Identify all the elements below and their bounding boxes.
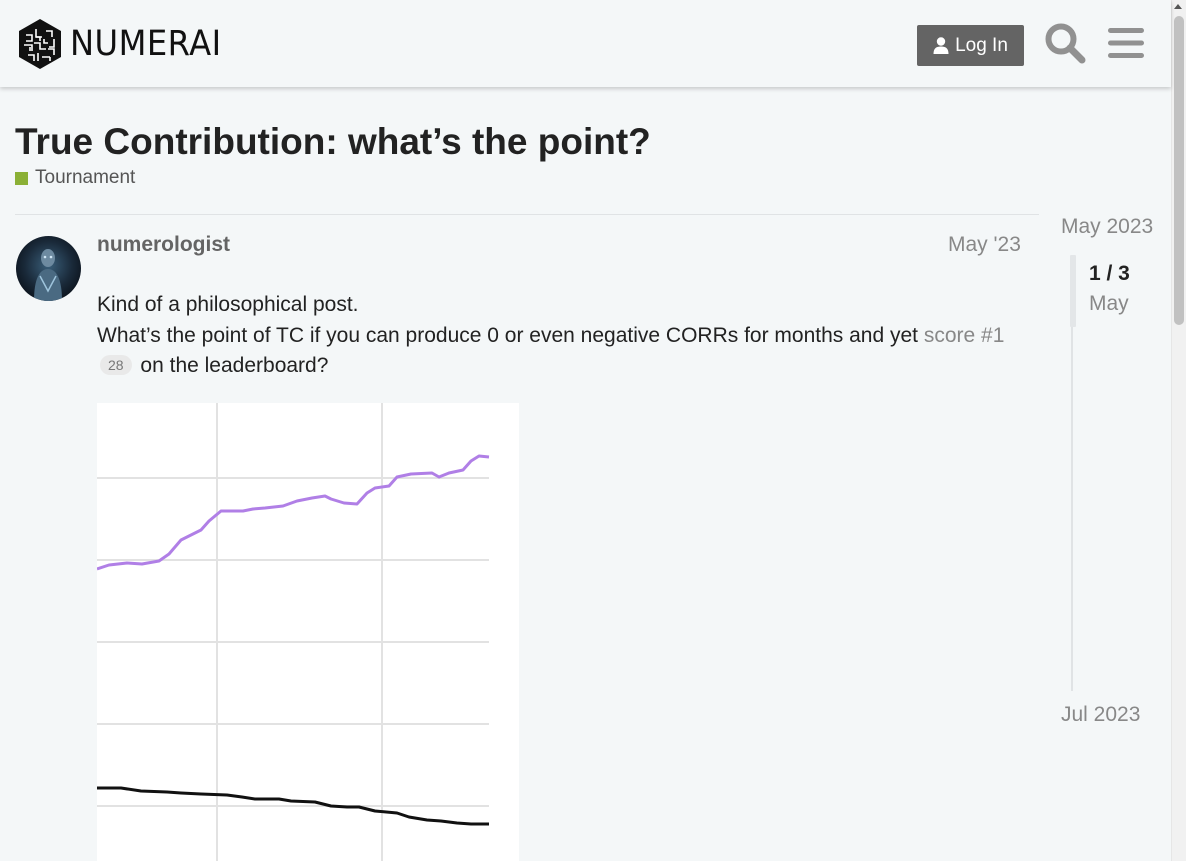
post-author[interactable]: numerologist (97, 233, 231, 256)
topic-category[interactable]: Tournament (15, 167, 135, 189)
score-link[interactable]: score #1 (923, 323, 1005, 347)
avatar[interactable] (16, 236, 81, 301)
post-chart-image[interactable] (97, 403, 519, 861)
link-click-count: 28 (100, 355, 132, 375)
site-logo[interactable]: NUMERAI (16, 17, 235, 71)
log-in-label: Log In (955, 34, 1008, 56)
post-line-1: Kind of a philosophical post. (97, 293, 359, 316)
timeline-end-date[interactable]: Jul 2023 (1061, 703, 1141, 726)
topic-title[interactable]: True Contribution: what’s the point? (15, 121, 651, 162)
timeline-position: 1 / 3 (1089, 262, 1130, 285)
chart-purple-line (97, 454, 490, 571)
category-color-swatch (15, 171, 28, 185)
timeline-scroll-handle[interactable] (1070, 255, 1076, 327)
page-scrollbar[interactable] (1171, 0, 1186, 861)
post-text-after-link: on the leaderboard? (134, 354, 329, 377)
log-in-button[interactable]: Log In (917, 25, 1024, 66)
post-date[interactable]: May '23 (948, 233, 1021, 256)
chart-gridlines (97, 403, 489, 861)
post-body: Kind of a philosophical post. What’s the… (97, 290, 1027, 382)
category-label: Tournament (35, 167, 136, 188)
scroll-thumb[interactable] (1174, 16, 1184, 325)
timeline-track[interactable] (1071, 255, 1073, 691)
logo-text: NUMERAI (70, 24, 222, 64)
post-line-2: What’s the point of TC if you can produc… (97, 321, 1027, 382)
timeline-start-date[interactable]: May 2023 (1061, 215, 1154, 238)
topic-divider (15, 214, 1039, 215)
search-icon[interactable] (1044, 22, 1086, 64)
scroll-up-arrow-icon[interactable] (1174, 4, 1182, 9)
post-text-before-link: What’s the point of TC if you can produc… (97, 323, 924, 347)
hamburger-menu-icon[interactable] (1108, 26, 1144, 60)
chart-black-line (97, 786, 489, 826)
topic-timeline: May 2023 1 / 3 May Jul 2023 (1060, 213, 1170, 733)
user-icon (933, 37, 949, 54)
timeline-current-date: May (1089, 292, 1129, 315)
numerai-logo-icon (19, 19, 61, 69)
site-header: NUMERAI Log In (0, 0, 1171, 87)
